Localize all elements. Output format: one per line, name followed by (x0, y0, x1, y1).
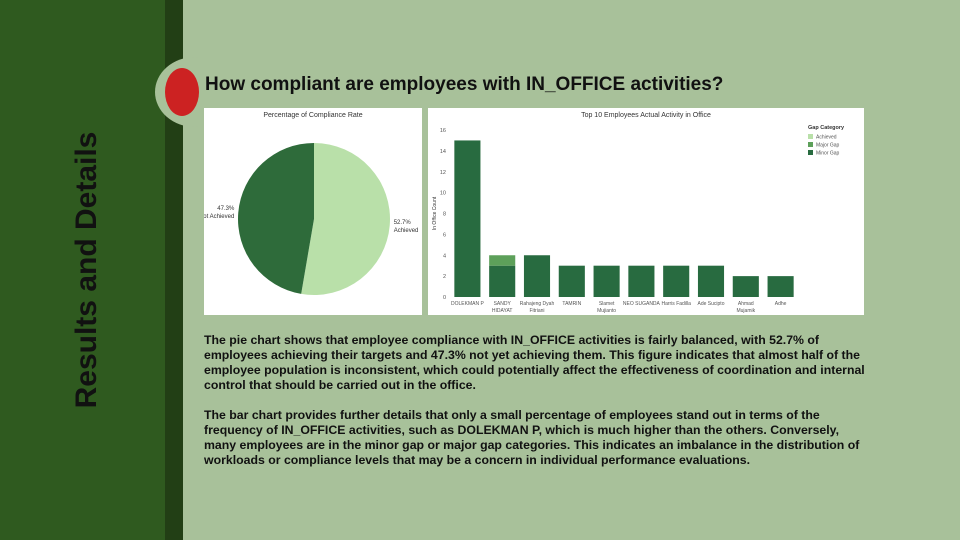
bar-minor-gap (697, 265, 725, 297)
legend-title: Gap Category (808, 125, 845, 131)
bar-minor-gap (489, 265, 516, 297)
x-tick-label: Ade Sucipto (698, 301, 725, 307)
bar-minor-gap (628, 265, 655, 297)
y-tick-label: 6 (443, 232, 446, 238)
bar-minor-gap (663, 265, 690, 297)
bar-chart-title: Top 10 Employees Actual Activity in Offi… (581, 112, 711, 119)
sidebar (0, 0, 183, 540)
x-tick-label: SANDY HIDAYAT (492, 301, 513, 314)
bar-minor-gap (593, 265, 620, 297)
legend-entry: Minor Gap (816, 151, 840, 157)
pie-chart-panel: 52.7% Achieved 47.3% Not Achieved Percentag… (204, 108, 422, 315)
y-tick-label: 0 (443, 295, 446, 301)
legend-swatch (808, 134, 813, 139)
y-axis-label: In Office Count (432, 196, 438, 230)
x-tick-label: Harris Fadilla (661, 301, 691, 307)
sidebar-title: Results and Details (70, 131, 103, 409)
pie-slice-label: 52.7% Achieved (394, 220, 419, 234)
slide-title: How compliant are employees with IN_OFFI… (205, 74, 724, 95)
pie-slice-name: Not Achieved (204, 214, 234, 220)
legend-entry: Major Gap (816, 143, 840, 149)
y-tick-label: 10 (440, 191, 446, 197)
x-tick-label: Rahajeng Dyah Fitriani (520, 301, 555, 314)
x-tick-label: Adhe (775, 301, 787, 307)
pie-chart-title: Percentage of Compliance Rate (263, 112, 363, 119)
y-tick-label: 8 (443, 212, 446, 218)
bar-minor-gap (523, 255, 551, 297)
y-tick-label: 4 (443, 253, 446, 259)
sidebar-strip (165, 0, 183, 540)
x-tick-label: TAMRIN (562, 301, 581, 307)
x-tick-label: Slamet Mujianto (597, 301, 616, 314)
bar-major-gap (489, 255, 516, 266)
y-tick-label: 2 (443, 274, 446, 280)
pie-slice-not-achieved (238, 143, 314, 294)
pie-slice-percent: 47.3% (217, 206, 235, 212)
body-text: The pie chart shows that employee compli… (204, 333, 874, 483)
bar-chart-panel: 0 2 4 6 8 10 12 14 16 In Office Count DOLEKMAN P SA… (428, 108, 864, 315)
y-tick-label: 14 (440, 149, 446, 155)
legend-entry: Achieved (816, 135, 837, 141)
pie-slice-percent: 52.7% (394, 220, 412, 226)
bar-chart: 0 2 4 6 8 10 12 14 16 In Office Count DOLEKMAN P SA… (432, 125, 845, 314)
bar-minor-gap (767, 276, 794, 297)
x-tick-label: DOLEKMAN P (451, 301, 484, 307)
body-paragraph-1: The pie chart shows that employee compli… (204, 333, 865, 392)
legend: Gap Category Achieved Major Gap Minor Gap (808, 125, 845, 157)
pie-chart: 52.7% Achieved 47.3% Not Achieved (204, 143, 419, 295)
body-paragraph-2: The bar chart provides further details t… (204, 408, 860, 467)
bar-minor-gap (454, 140, 481, 297)
x-tick-label: NEO SUGANDA (623, 301, 661, 307)
bar-minor-gap (732, 276, 759, 297)
legend-swatch (808, 142, 813, 147)
bar-minor-gap (558, 265, 585, 297)
pie-slice-label: 47.3% Not Achieved (204, 206, 235, 220)
legend-swatch (808, 150, 813, 155)
pie-slice-achieved (301, 143, 390, 295)
y-tick-label: 16 (440, 128, 446, 134)
x-tick-label: Ahmad Mujamik (736, 301, 755, 314)
y-tick-label: 12 (440, 170, 446, 176)
pie-slice-name: Achieved (394, 228, 419, 234)
title-dot (165, 68, 199, 116)
